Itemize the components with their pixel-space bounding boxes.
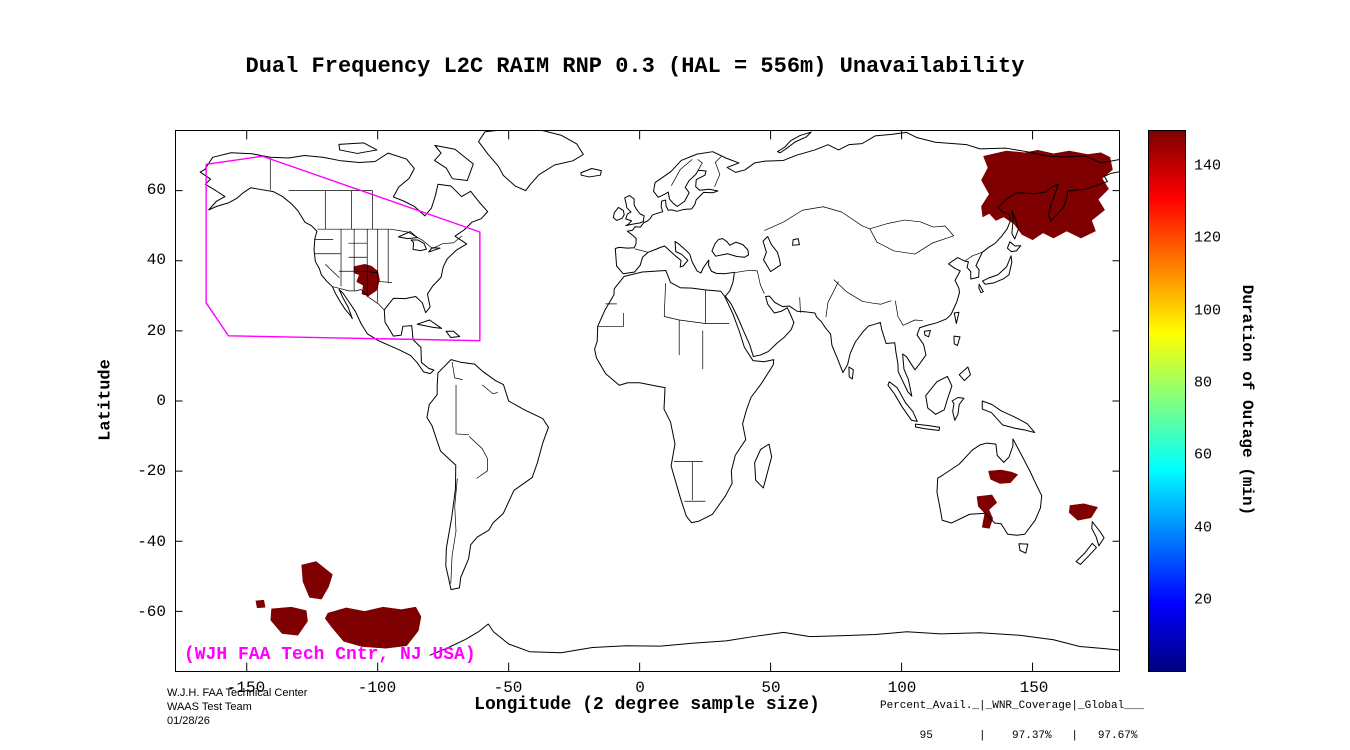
chart-title: Dual Frequency L2C RAIM RNP 0.3 (HAL = 5… — [245, 54, 1025, 79]
coastline-south-america — [427, 360, 549, 590]
x-axis-label: Longitude (2 degree sample size) — [474, 695, 820, 715]
outage-regions — [256, 150, 1113, 648]
colorbar-gradient — [1148, 130, 1186, 672]
availability-table-header: Percent_Avail._|_WNR_Coverage|_Global___ — [880, 700, 1145, 712]
colorbar-tick-label: 60 — [1194, 446, 1213, 464]
outage-south-pacific-3 — [325, 607, 421, 648]
country-borders — [270, 157, 982, 584]
coastline-islands-and-seas — [339, 132, 1104, 564]
outage-south-pacific-1 — [302, 562, 333, 600]
footer-credit-line: WAAS Test Team — [167, 701, 252, 713]
coastline-north-america — [200, 153, 488, 374]
availability-table-row: 95 | 97.37% | 97.67% — [880, 730, 1138, 742]
x-tick-label: 150 — [1019, 679, 1049, 697]
map-plot-area: (WJH FAA Tech Cntr, NJ USA) — [175, 130, 1120, 672]
x-tick-label: 50 — [761, 679, 781, 697]
map-annotation: (WJH FAA Tech Cntr, NJ USA) — [184, 645, 476, 665]
y-tick-label: 0 — [156, 392, 166, 410]
waas-boundary — [206, 156, 480, 340]
y-tick-label: 60 — [146, 181, 166, 199]
outage-australia-south — [977, 495, 997, 528]
coastlines — [200, 131, 1119, 655]
availability-table: Percent_Avail._|_WNR_Coverage|_Global___… — [880, 681, 1144, 750]
coastline-antarctica — [430, 624, 1119, 655]
outage-australia-north — [989, 470, 1018, 483]
outage-tasman-sea — [1069, 504, 1097, 520]
x-tick-label: -150 — [226, 679, 266, 697]
footer-credit: W.J.H. FAA Technical Center WAAS Test Te… — [167, 686, 307, 728]
x-tick-label: 100 — [887, 679, 917, 697]
colorbar-tick-label: 120 — [1194, 229, 1222, 247]
outage-south-pacific-dot — [256, 600, 265, 608]
y-tick-label: 20 — [146, 322, 166, 340]
colorbar-tick-label: 140 — [1194, 157, 1222, 175]
x-tick-label: -100 — [357, 679, 397, 697]
colorbar-tick-label: 40 — [1194, 519, 1213, 537]
colorbar-tick-label: 80 — [1194, 374, 1213, 392]
coastline-australia — [937, 439, 1042, 535]
world-map — [176, 131, 1119, 671]
coastline-greenland — [479, 131, 584, 191]
y-tick-label: 40 — [146, 251, 166, 269]
x-tick-label: 0 — [635, 679, 645, 697]
outage-okhotsk-ne-russia — [981, 150, 1112, 239]
footer-credit-line: 01/28/26 — [167, 715, 210, 727]
colorbar-tick-label: 100 — [1194, 302, 1222, 320]
coastline-africa — [595, 271, 774, 523]
outage-southwest-us — [354, 264, 379, 296]
y-tick-label: -20 — [137, 462, 166, 480]
outage-south-pacific-2 — [271, 607, 308, 635]
colorbar-tick-label: 20 — [1194, 591, 1213, 609]
coastline-eurasia — [615, 132, 1119, 396]
x-tick-label: -50 — [493, 679, 523, 697]
y-tick-label: -60 — [137, 603, 166, 621]
colorbar-label: Duration of Outage (min) — [1238, 284, 1256, 516]
footer-credit-line: W.J.H. FAA Technical Center — [167, 687, 308, 699]
axis-tick-marks — [176, 131, 1119, 671]
world-country-borders — [451, 157, 982, 584]
y-axis-label: Latitude — [96, 359, 116, 441]
north-america-internal-borders — [270, 158, 462, 311]
y-tick-label: -40 — [137, 533, 166, 551]
